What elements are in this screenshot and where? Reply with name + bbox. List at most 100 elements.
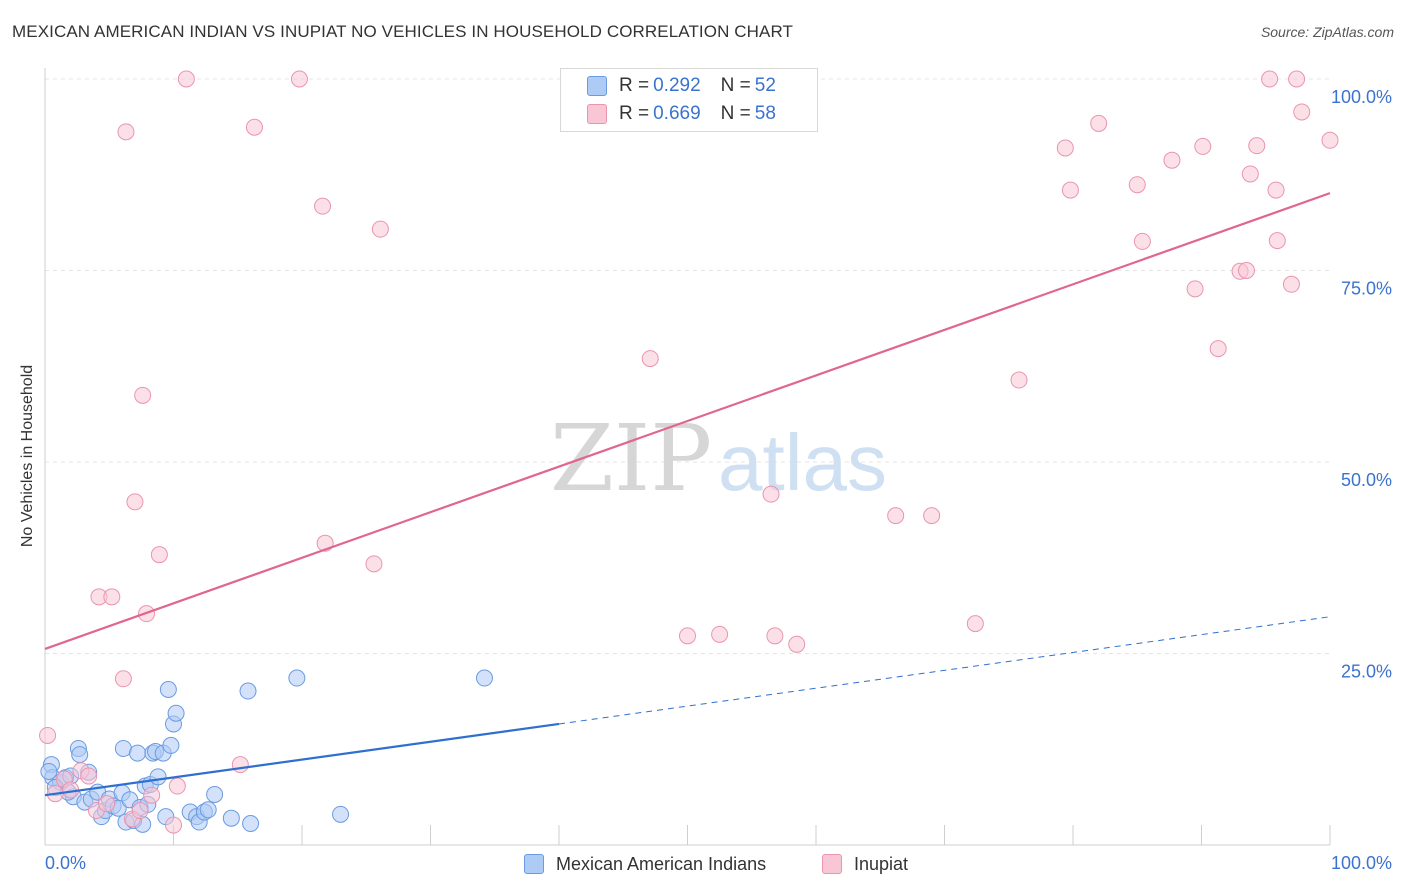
legend-swatch-mexican-american-indians (587, 76, 607, 96)
legend-swatch-mexican-american-indians (524, 854, 544, 874)
legend-row-mexican-american-indians: R = 0.292 N = 52 (587, 75, 776, 97)
data-point-inupiat (1061, 181, 1079, 199)
data-point-inupiat (114, 670, 132, 688)
legend-label: Inupiat (854, 853, 909, 874)
data-point-mexican-american-indians (167, 704, 185, 722)
data-point-mexican-american-indians (149, 768, 167, 786)
watermark: ZIP atlas (550, 405, 887, 512)
data-point-mexican-american-indians (199, 801, 217, 819)
data-point-inupiat (103, 588, 121, 606)
data-point-inupiat (1186, 280, 1204, 298)
data-point-mexican-american-indians (40, 762, 58, 780)
data-point-inupiat (1267, 181, 1285, 199)
data-point-inupiat (1261, 70, 1279, 88)
y-tick-label: 75.0% (1341, 279, 1392, 299)
data-point-inupiat (1288, 70, 1306, 88)
trend-line-extension-mexican-american-indians (558, 616, 1331, 725)
data-point-inupiat (1241, 165, 1259, 183)
data-point-mexican-american-indians (159, 681, 177, 699)
data-point-inupiat (1237, 262, 1255, 279)
data-point-inupiat (1056, 139, 1074, 157)
data-point-inupiat (143, 786, 161, 804)
data-point-inupiat (1321, 131, 1339, 149)
data-point-inupiat (1209, 340, 1227, 358)
y-tick-label: 50.0% (1341, 470, 1392, 490)
data-point-mexican-american-indians (162, 736, 180, 754)
data-point-inupiat (134, 386, 152, 404)
data-point-inupiat (231, 756, 249, 774)
data-point-inupiat (365, 555, 383, 573)
legend-n-value: 52 (754, 75, 776, 96)
data-point-inupiat (150, 546, 168, 564)
tick-labels: 25.0% 50.0% 75.0% 100.0% 0.0% 100.0% (45, 87, 1392, 873)
legend-r-value: 0.669 (653, 103, 701, 124)
data-point-inupiat (1010, 371, 1028, 389)
scatter-points (39, 70, 1339, 834)
trend-lines (44, 192, 1331, 797)
data-point-inupiat (371, 220, 389, 238)
data-point-inupiat (314, 197, 332, 215)
data-point-mexican-american-indians (239, 682, 257, 700)
legend-r-label: R = (619, 103, 650, 124)
data-point-inupiat (887, 507, 905, 525)
legend-n-label: N = (720, 75, 751, 96)
data-point-inupiat (1133, 232, 1151, 250)
data-point-inupiat (966, 615, 984, 633)
legend-label: Mexican American Indians (556, 853, 767, 874)
legend-r-label: R = (619, 75, 650, 96)
data-point-mexican-american-indians (129, 744, 147, 762)
data-point-mexican-american-indians (242, 815, 260, 833)
data-point-inupiat (1194, 137, 1212, 155)
trend-line-mexican-american-indians (44, 722, 560, 797)
data-point-mexican-american-indians (332, 805, 350, 823)
data-point-inupiat (290, 70, 308, 88)
data-point-inupiat (766, 627, 784, 645)
data-point-inupiat (1268, 232, 1286, 250)
data-point-inupiat (245, 118, 263, 136)
source-label: Source: ZipAtlas.com (1260, 24, 1394, 40)
data-point-mexican-american-indians (475, 669, 493, 687)
data-point-mexican-american-indians (288, 669, 306, 687)
watermark-atlas: atlas (718, 418, 887, 507)
data-point-inupiat (80, 767, 98, 785)
data-point-inupiat (168, 777, 186, 795)
trend-line-inupiat (44, 192, 1331, 650)
chart-title: MEXICAN AMERICAN INDIAN VS INUPIAT NO VE… (12, 22, 794, 41)
legend-row-inupiat: R = 0.669 N = 58 (587, 103, 776, 125)
data-point-inupiat (131, 802, 149, 820)
stats-legend: R = 0.292 N = 52 R = 0.669 N = 58 (560, 68, 818, 132)
data-point-mexican-american-indians (71, 746, 89, 764)
data-point-inupiat (1293, 103, 1311, 121)
data-point-inupiat (98, 795, 116, 813)
data-point-inupiat (762, 485, 780, 503)
data-point-mexican-american-indians (206, 785, 224, 803)
data-point-inupiat (679, 627, 696, 645)
data-point-inupiat (711, 625, 729, 643)
data-point-inupiat (1248, 137, 1266, 155)
gridlines (45, 78, 1330, 654)
series-legend: Mexican American Indians Inupiat (0, 850, 1406, 878)
data-point-mexican-american-indians (222, 809, 240, 827)
data-point-inupiat (641, 350, 659, 368)
data-point-inupiat (39, 726, 57, 744)
legend-r-value: 0.292 (653, 75, 701, 96)
legend-swatch-inupiat (587, 104, 607, 124)
data-point-inupiat (1163, 151, 1181, 169)
data-point-inupiat (177, 70, 195, 88)
data-point-inupiat (117, 123, 135, 141)
data-point-inupiat (1128, 176, 1146, 194)
legend-item-mexican-american-indians[interactable]: Mexican American Indians (524, 850, 766, 878)
data-point-inupiat (923, 507, 941, 525)
data-point-inupiat (1090, 114, 1108, 132)
data-point-inupiat (165, 816, 182, 834)
x-tick-label: 100.0% (1331, 853, 1392, 873)
data-point-inupiat (788, 635, 806, 653)
data-point-inupiat (126, 493, 144, 511)
legend-item-inupiat[interactable]: Inupiat (822, 850, 908, 878)
data-point-inupiat (1282, 275, 1300, 293)
axes (44, 68, 1331, 846)
x-tick-label: 0.0% (45, 853, 86, 873)
legend-swatch-inupiat (822, 854, 842, 874)
legend-n-label: N = (720, 103, 751, 124)
